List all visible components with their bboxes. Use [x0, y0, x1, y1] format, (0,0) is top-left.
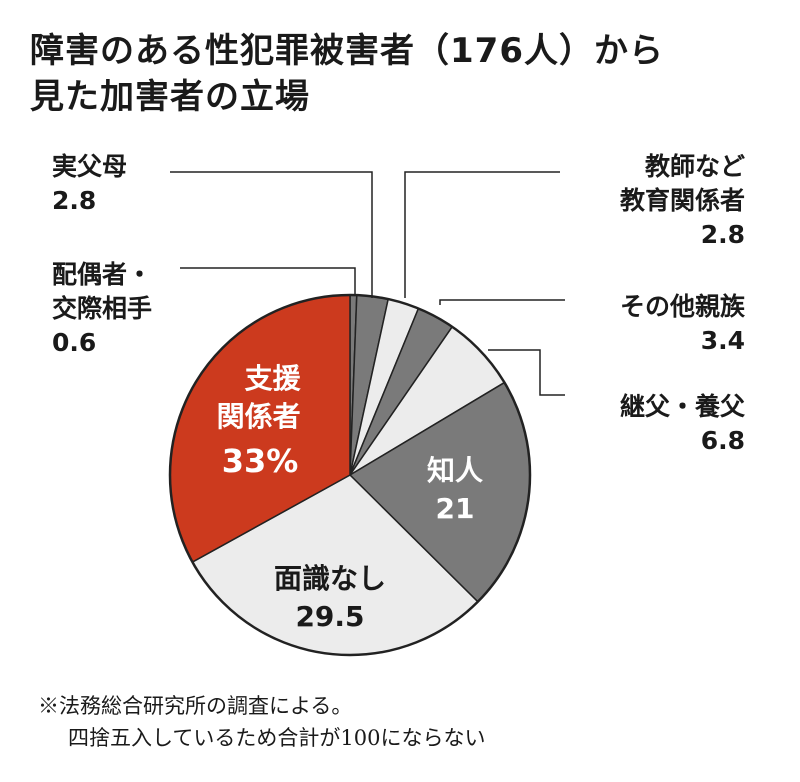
footnote: ※法務総合研究所の調査による。 四捨五入しているため合計が100にならない	[38, 694, 486, 750]
chart-title: 障害のある性犯罪被害者（176人）から 見た加害者の立場	[30, 28, 664, 120]
label-teacher: 教師など 教育関係者 2.8	[619, 152, 745, 249]
label-spouse: 配偶者・ 交際相手 0.6	[52, 260, 153, 357]
pie-outline	[168, 293, 532, 657]
label-acquaintance: 知人 21	[426, 454, 483, 525]
label-stranger: 面識なし 29.5	[273, 562, 386, 633]
leader-line-3	[439, 299, 565, 305]
label-parents: 実父母 2.8	[52, 152, 128, 215]
leader-line-0	[170, 171, 373, 298]
title-line-2: 見た加害者の立場	[30, 77, 310, 117]
leader-line-2	[404, 171, 560, 298]
label-support: 支援関係者 33%	[195, 360, 325, 480]
leader-line-4	[488, 349, 565, 396]
leader-line-1	[180, 267, 356, 296]
title-line-1: 障害のある性犯罪被害者（176人）から	[30, 31, 664, 71]
support-slice-name: 支援関係者	[216, 362, 301, 433]
label-stepfather: 継父・養父 6.8	[619, 392, 745, 455]
label-relatives: その他親族 3.4	[619, 292, 745, 355]
